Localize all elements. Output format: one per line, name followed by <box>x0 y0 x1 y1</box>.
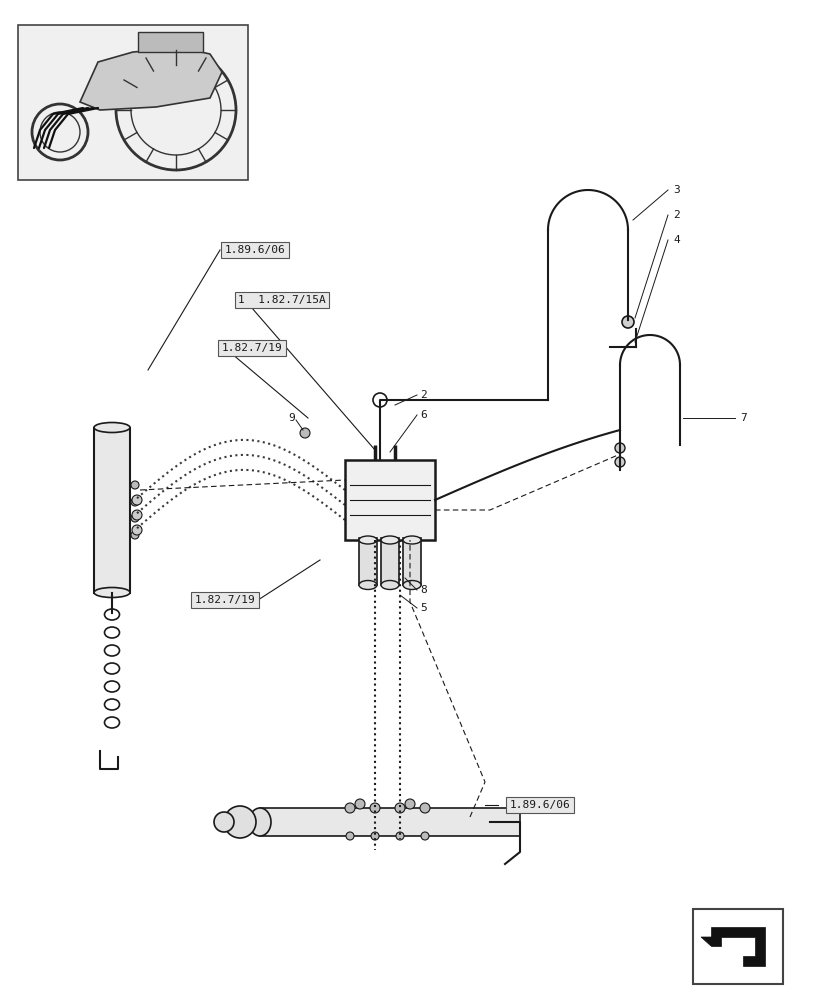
Circle shape <box>131 510 141 520</box>
Bar <box>359 538 376 585</box>
Text: 6: 6 <box>419 410 426 420</box>
Bar <box>18 25 248 180</box>
Bar <box>345 460 434 540</box>
Circle shape <box>131 481 139 489</box>
Circle shape <box>213 812 234 832</box>
Ellipse shape <box>359 536 376 544</box>
Ellipse shape <box>94 422 130 432</box>
Circle shape <box>370 832 379 840</box>
Circle shape <box>131 531 139 539</box>
Text: 1.82.7/19: 1.82.7/19 <box>222 343 282 353</box>
Circle shape <box>131 514 139 522</box>
Text: 1  1.82.7/15A: 1 1.82.7/15A <box>238 295 326 305</box>
Text: 4: 4 <box>672 235 679 245</box>
Ellipse shape <box>403 536 420 544</box>
Circle shape <box>394 803 404 813</box>
Circle shape <box>621 316 633 328</box>
Text: 2: 2 <box>672 210 679 220</box>
Circle shape <box>404 799 414 809</box>
Ellipse shape <box>380 580 399 589</box>
Text: 5: 5 <box>419 603 426 613</box>
Circle shape <box>299 428 309 438</box>
Circle shape <box>419 803 429 813</box>
Polygon shape <box>80 48 222 110</box>
Bar <box>692 909 782 984</box>
Ellipse shape <box>403 580 420 589</box>
Polygon shape <box>710 927 764 966</box>
Text: 3: 3 <box>672 185 679 195</box>
Bar <box>380 538 399 585</box>
Ellipse shape <box>359 580 376 589</box>
Circle shape <box>131 498 139 506</box>
Circle shape <box>614 457 624 467</box>
Circle shape <box>395 832 404 840</box>
Circle shape <box>131 495 141 505</box>
Text: 1.89.6/06: 1.89.6/06 <box>509 800 570 810</box>
Circle shape <box>370 803 380 813</box>
Text: 9: 9 <box>288 413 294 423</box>
Ellipse shape <box>249 808 270 836</box>
Ellipse shape <box>380 536 399 544</box>
Circle shape <box>614 443 624 453</box>
Circle shape <box>346 832 354 840</box>
Circle shape <box>131 525 141 535</box>
Ellipse shape <box>94 587 130 597</box>
Circle shape <box>420 832 428 840</box>
Bar <box>94 428 130 592</box>
Polygon shape <box>700 937 720 946</box>
Text: 2: 2 <box>419 390 426 400</box>
Text: 8: 8 <box>419 585 426 595</box>
Circle shape <box>345 803 355 813</box>
Bar <box>260 808 519 836</box>
Circle shape <box>355 799 365 809</box>
Bar <box>403 538 420 585</box>
Text: 7: 7 <box>739 413 746 423</box>
Text: 1.89.6/06: 1.89.6/06 <box>224 245 285 255</box>
Circle shape <box>224 806 256 838</box>
Text: 1.82.7/19: 1.82.7/19 <box>194 595 255 605</box>
Polygon shape <box>138 32 203 52</box>
